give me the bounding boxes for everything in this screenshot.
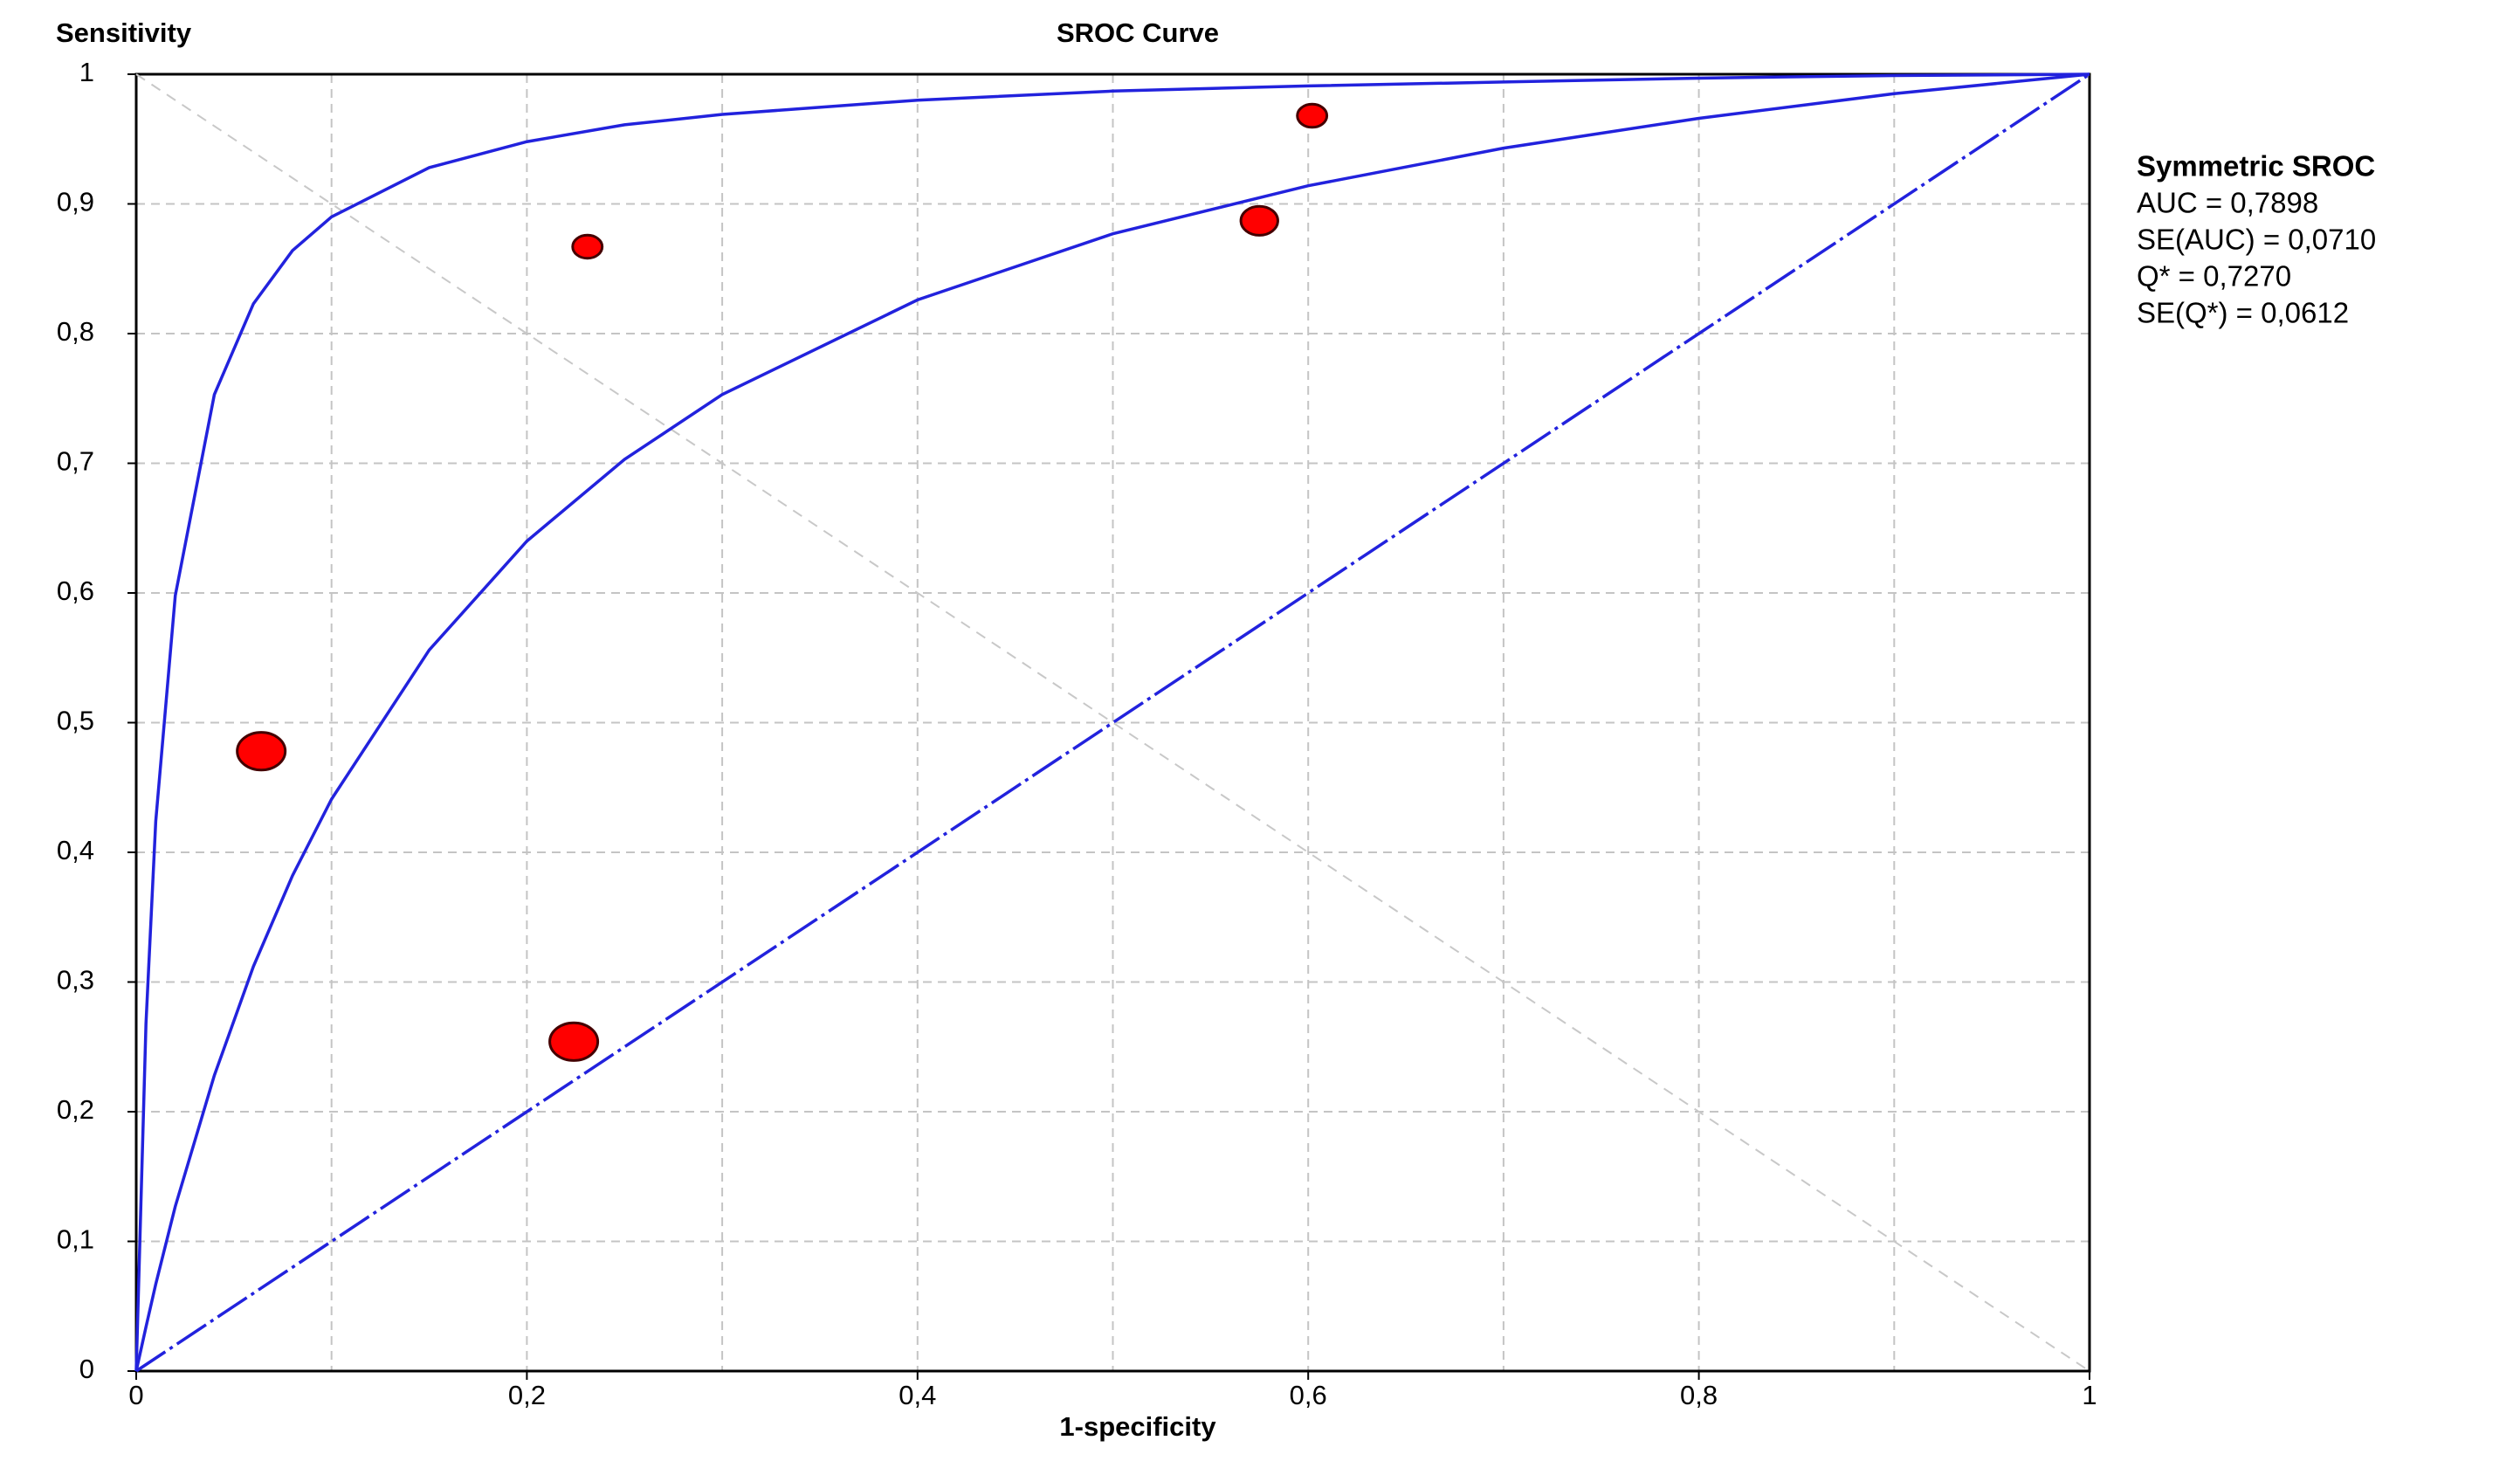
chart-title: SROC Curve [1057, 17, 1219, 48]
curve [135, 73, 2090, 1372]
study-point [1296, 102, 1329, 129]
y-tick-label: 1 [79, 57, 94, 87]
y-tick-label: 0,5 [57, 706, 94, 736]
annotation: SE(AUC) = 0,0710 [2137, 224, 2376, 256]
y-tick-label: 0,4 [57, 835, 94, 865]
study-point [1239, 204, 1279, 237]
x-tick-label: 1 [2082, 1380, 2097, 1410]
x-tick-label: 0,8 [1680, 1380, 1718, 1410]
y-tick-label: 0,8 [57, 316, 94, 347]
x-tick-label: 0,6 [1290, 1380, 1327, 1410]
y-tick-label: 0,3 [57, 965, 94, 996]
annotation-title: Symmetric SROC [2137, 150, 2375, 183]
y-tick-label: 0,2 [57, 1094, 94, 1125]
y-tick-label: 0,9 [57, 187, 94, 217]
x-tick-label: 0,2 [508, 1380, 546, 1410]
y-tick-label: 0 [79, 1354, 94, 1384]
x-axis-label: 1-specificity [1059, 1411, 1216, 1442]
y-tick-label: 0,6 [57, 575, 94, 606]
plot-frame [134, 72, 2091, 1373]
study-point [571, 233, 604, 260]
study-point [548, 1021, 600, 1062]
annotation: Q* = 0,7270 [2137, 260, 2291, 293]
curve [134, 72, 2090, 1372]
x-tick-label: 0 [128, 1380, 143, 1410]
curve [134, 72, 2090, 1372]
annotation: AUC = 0,7898 [2137, 187, 2318, 219]
x-tick-label: 0,4 [899, 1380, 936, 1410]
y-tick-label: 0,1 [57, 1224, 94, 1255]
annotation: SE(Q*) = 0,0612 [2137, 297, 2349, 329]
study-point [236, 731, 287, 772]
y-tick-label: 0,7 [57, 446, 94, 477]
y-axis-label: Sensitivity [56, 17, 192, 48]
